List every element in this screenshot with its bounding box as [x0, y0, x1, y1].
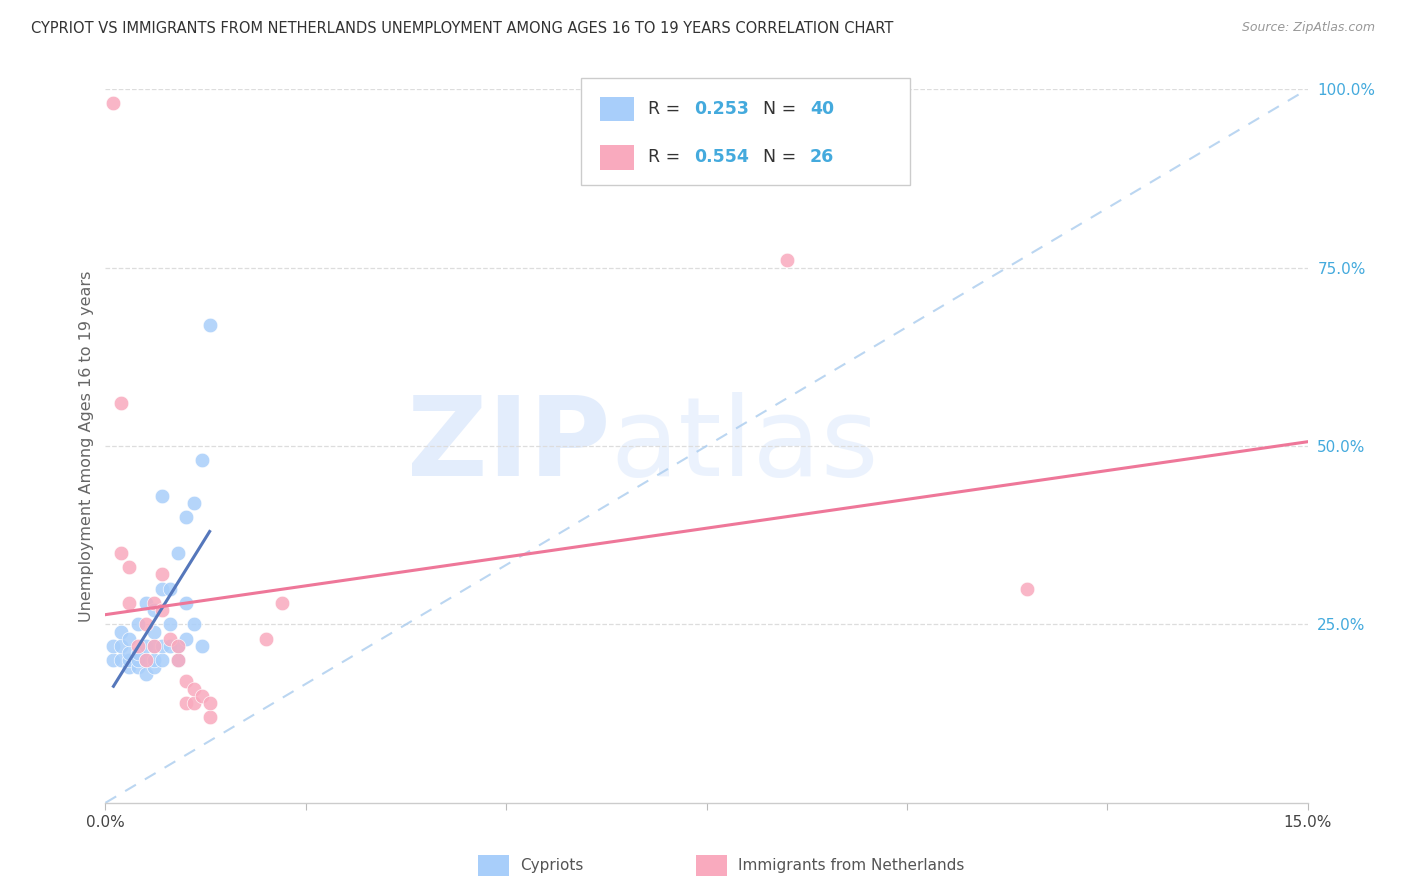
- Point: [150, 603, 173, 617]
- Point: [159, 582, 181, 596]
- Point: [198, 696, 221, 710]
- Point: [1017, 582, 1039, 596]
- Point: [118, 646, 141, 660]
- Text: Immigrants from Netherlands: Immigrants from Netherlands: [738, 858, 965, 872]
- Point: [166, 639, 188, 653]
- Point: [166, 546, 188, 560]
- Point: [174, 674, 197, 689]
- Point: [198, 710, 221, 724]
- Point: [135, 639, 157, 653]
- Point: [174, 510, 197, 524]
- Point: [150, 653, 173, 667]
- Point: [142, 639, 165, 653]
- Point: [118, 660, 141, 674]
- Point: [150, 489, 173, 503]
- Point: [142, 596, 165, 610]
- Point: [159, 639, 181, 653]
- Text: atlas: atlas: [610, 392, 879, 500]
- Text: CYPRIOT VS IMMIGRANTS FROM NETHERLANDS UNEMPLOYMENT AMONG AGES 16 TO 19 YEARS CO: CYPRIOT VS IMMIGRANTS FROM NETHERLANDS U…: [31, 21, 893, 37]
- Point: [166, 653, 188, 667]
- Point: [142, 653, 165, 667]
- Point: [135, 653, 157, 667]
- Point: [254, 632, 277, 646]
- Text: N =: N =: [763, 148, 803, 166]
- Text: N =: N =: [763, 100, 803, 118]
- Text: R =: R =: [648, 148, 686, 166]
- Point: [135, 653, 157, 667]
- Point: [118, 596, 141, 610]
- Point: [159, 632, 181, 646]
- Point: [190, 453, 212, 467]
- Text: 40: 40: [810, 100, 834, 118]
- Text: R =: R =: [648, 100, 686, 118]
- Text: 0.253: 0.253: [695, 100, 749, 118]
- Point: [127, 646, 149, 660]
- Point: [198, 318, 221, 332]
- Point: [127, 639, 149, 653]
- Text: Cypriots: Cypriots: [520, 858, 583, 872]
- Point: [118, 560, 141, 574]
- Text: ZIP: ZIP: [406, 392, 610, 500]
- Point: [103, 96, 125, 111]
- Point: [183, 617, 205, 632]
- Point: [183, 696, 205, 710]
- Point: [135, 667, 157, 681]
- Point: [776, 253, 799, 268]
- Point: [166, 639, 188, 653]
- Point: [142, 603, 165, 617]
- Point: [150, 582, 173, 596]
- Point: [142, 639, 165, 653]
- Point: [142, 624, 165, 639]
- Point: [270, 596, 292, 610]
- Y-axis label: Unemployment Among Ages 16 to 19 years: Unemployment Among Ages 16 to 19 years: [79, 270, 94, 622]
- Text: Source: ZipAtlas.com: Source: ZipAtlas.com: [1241, 21, 1375, 35]
- Point: [166, 653, 188, 667]
- Point: [110, 624, 132, 639]
- Text: 0.554: 0.554: [695, 148, 749, 166]
- Point: [190, 689, 212, 703]
- Point: [183, 496, 205, 510]
- Point: [135, 596, 157, 610]
- Text: 26: 26: [810, 148, 834, 166]
- Point: [110, 396, 132, 410]
- Point: [118, 653, 141, 667]
- Point: [183, 681, 205, 696]
- Point: [174, 596, 197, 610]
- Point: [110, 639, 132, 653]
- Point: [118, 632, 141, 646]
- Point: [150, 567, 173, 582]
- Point: [103, 653, 125, 667]
- Point: [127, 653, 149, 667]
- Point: [150, 639, 173, 653]
- Point: [174, 696, 197, 710]
- Point: [190, 639, 212, 653]
- Point: [127, 617, 149, 632]
- Point: [135, 617, 157, 632]
- Point: [110, 546, 132, 560]
- Point: [174, 632, 197, 646]
- Point: [159, 617, 181, 632]
- Point: [127, 660, 149, 674]
- Point: [110, 653, 132, 667]
- Point: [103, 639, 125, 653]
- Point: [142, 660, 165, 674]
